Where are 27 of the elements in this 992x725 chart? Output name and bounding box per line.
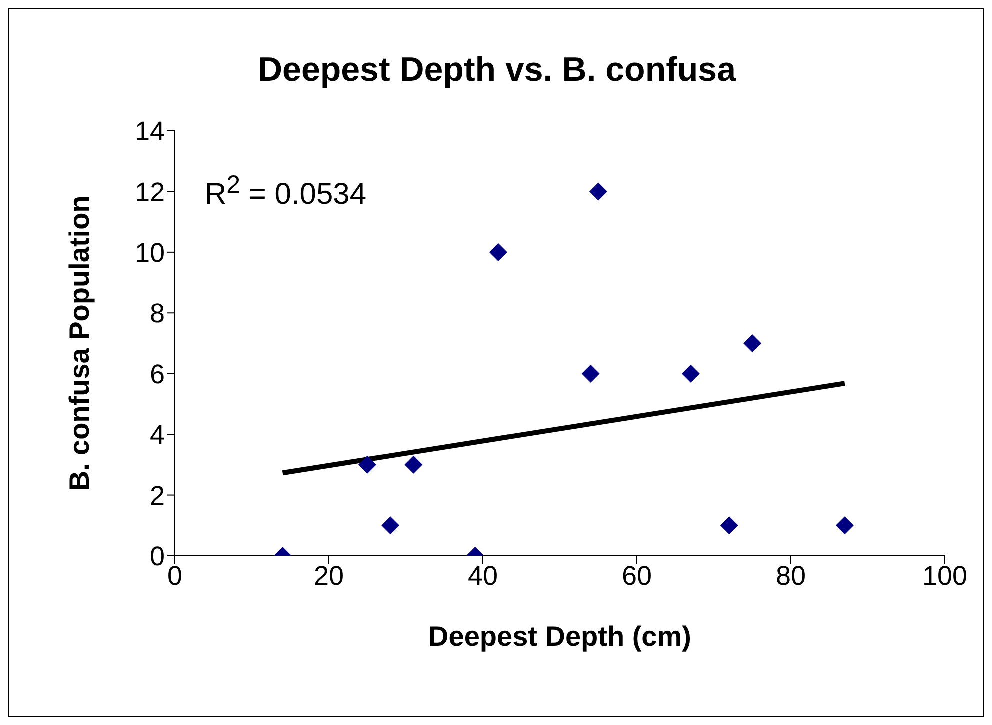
y-tick-label: 14 [134,116,165,147]
point [720,516,738,535]
y-tick-label: 10 [134,238,165,268]
annotation: R$^{2}$ = 0.0534 [205,171,367,212]
y-tick-label: 6 [150,359,165,390]
point [489,243,508,262]
point [404,456,423,474]
point [382,516,400,535]
y-tick-label: 0 [150,542,165,572]
point [836,516,854,535]
point [682,364,700,383]
x-tick-label: 40 [468,561,498,592]
point [358,456,376,474]
x-tick-label: 80 [776,561,806,592]
point [590,182,608,201]
x-axis-title: Deepest Depth (cm) [428,621,692,652]
point [582,364,600,383]
y-tick-label: 8 [150,298,165,329]
y-tick-label: 4 [150,420,165,450]
x-tick-label: 20 [314,561,344,592]
x-tick-label: 60 [622,561,652,592]
y-tick-label: 12 [134,177,165,208]
x-tick-label: 100 [922,561,968,592]
point [744,334,762,352]
chart-title: Deepest Depth vs. B. confusa [256,51,738,90]
y-tick-label: 2 [150,480,165,511]
y-axis-title: B. confusa Population [64,196,95,492]
